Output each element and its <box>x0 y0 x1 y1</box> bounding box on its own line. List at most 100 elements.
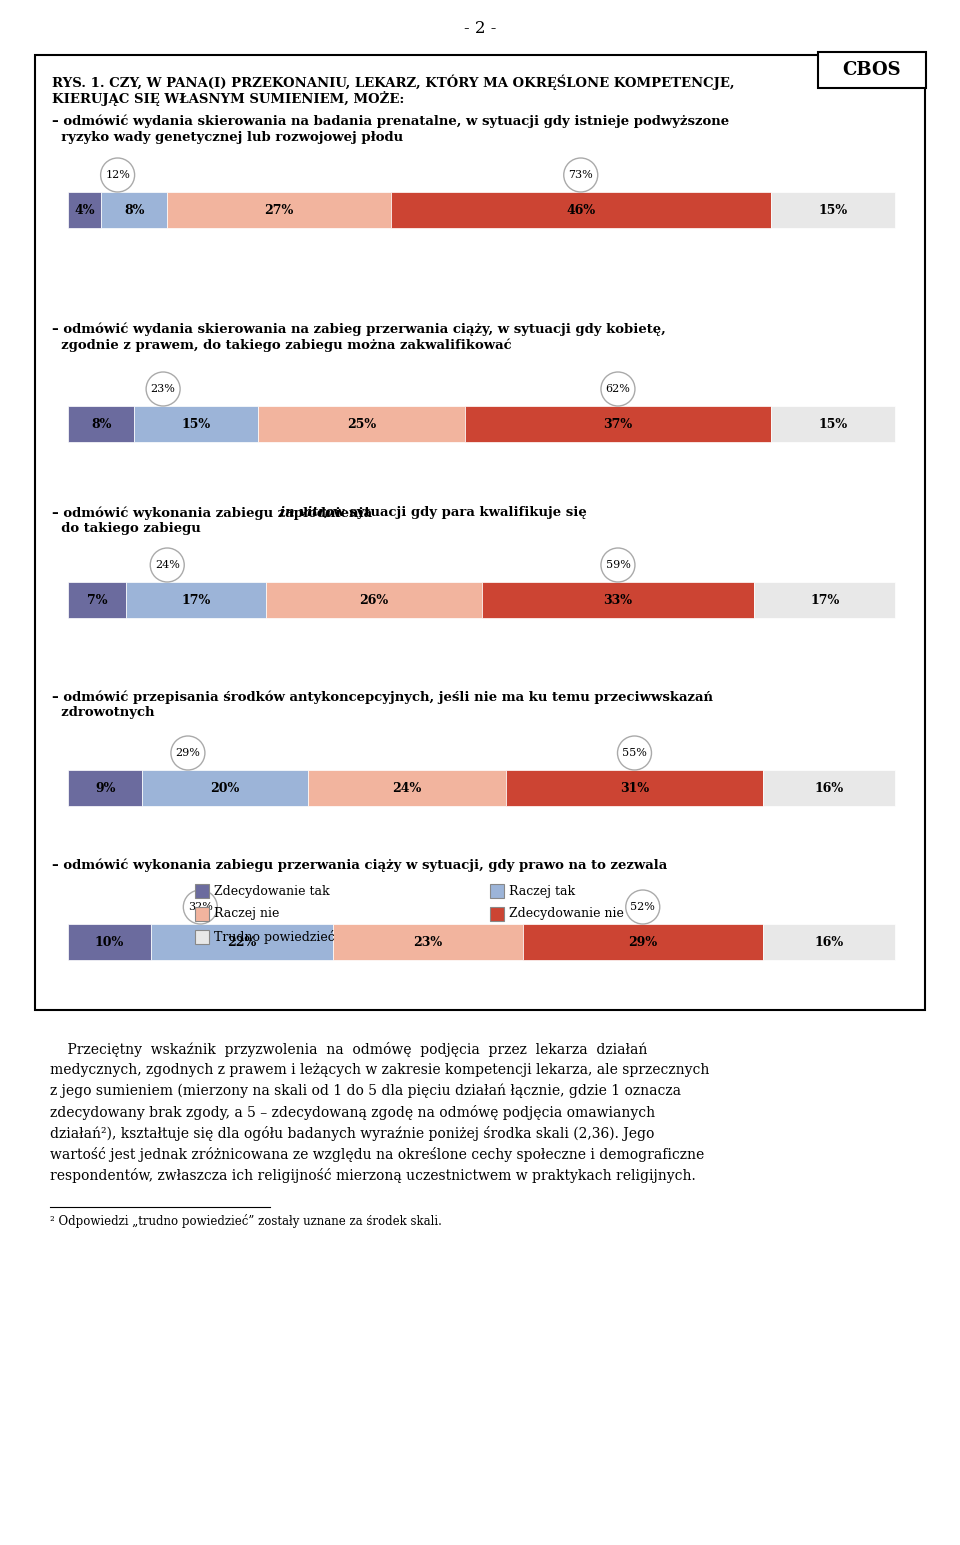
Text: ² Odpowiedzi „trudno powiedzieć” zostały uznane za środek skali.: ² Odpowiedzi „trudno powiedzieć” zostały… <box>50 1214 442 1228</box>
Text: 25%: 25% <box>347 417 376 431</box>
Text: 8%: 8% <box>124 204 144 216</box>
Text: 12%: 12% <box>106 170 130 181</box>
Text: 55%: 55% <box>622 748 647 759</box>
Text: ryzyko wady genetycznej lub rozwojowej płodu: ryzyko wady genetycznej lub rozwojowej p… <box>52 131 403 144</box>
Bar <box>465 406 771 442</box>
Bar <box>482 582 755 618</box>
Bar <box>490 884 504 898</box>
Text: Trudno powiedzieć: Trudno powiedzieć <box>214 930 335 944</box>
Text: Zdecydowanie tak: Zdecydowanie tak <box>214 884 329 898</box>
Text: zdecydowany brak zgody, a 5 – zdecydowaną zgodę na odmówę podjęcia omawianych: zdecydowany brak zgody, a 5 – zdecydowan… <box>50 1105 655 1120</box>
Text: medycznych, zgodnych z prawem i leżących w zakresie kompetencji lekarza, ale spr: medycznych, zgodnych z prawem i leżących… <box>50 1063 709 1077</box>
Circle shape <box>626 890 660 924</box>
Text: – odmówić wykonania zabiegu przerwania ciąży w sytuacji, gdy prawo na to zezwala: – odmówić wykonania zabiegu przerwania c… <box>52 857 667 871</box>
Text: zdrowotnych: zdrowotnych <box>52 706 155 718</box>
FancyBboxPatch shape <box>35 56 925 1010</box>
Bar <box>762 924 895 959</box>
Bar <box>391 192 771 229</box>
Text: Raczej tak: Raczej tak <box>509 884 575 898</box>
Text: 23%: 23% <box>151 385 176 394</box>
Text: – odmówić wykonania zabiegu zapłodnienia: – odmówić wykonania zabiegu zapłodnienia <box>52 507 376 519</box>
Text: z jego sumieniem (mierzony na skali od 1 do 5 dla pięciu działań łącznie, gdzie : z jego sumieniem (mierzony na skali od 1… <box>50 1085 681 1098</box>
Circle shape <box>617 735 652 769</box>
Text: 29%: 29% <box>628 936 658 949</box>
Text: 16%: 16% <box>814 936 844 949</box>
Bar <box>523 924 762 959</box>
Text: 73%: 73% <box>568 170 593 181</box>
Circle shape <box>601 548 635 582</box>
Text: CBOS: CBOS <box>843 60 901 79</box>
Text: , w sytuacji gdy para kwalifikuje się: , w sytuacji gdy para kwalifikuje się <box>324 507 587 519</box>
Text: - 2 -: - 2 - <box>464 20 496 37</box>
Bar <box>762 769 895 806</box>
Text: 46%: 46% <box>566 204 595 216</box>
Bar <box>101 192 167 229</box>
Bar <box>68 769 142 806</box>
Bar <box>267 582 482 618</box>
Text: 27%: 27% <box>264 204 294 216</box>
Text: 62%: 62% <box>606 385 631 394</box>
FancyBboxPatch shape <box>818 53 926 88</box>
Text: respondentów, zwłaszcza ich religijność mierzoną uczestnictwem w praktykach reli: respondentów, zwłaszcza ich religijność … <box>50 1168 696 1183</box>
Text: Przeciętny  wskaźnik  przyzwolenia  na  odmówę  podjęcia  przez  lekarza  działa: Przeciętny wskaźnik przyzwolenia na odmó… <box>50 1041 647 1057</box>
Text: 10%: 10% <box>95 936 124 949</box>
Bar <box>151 924 332 959</box>
Text: 17%: 17% <box>810 593 839 607</box>
Bar <box>195 907 209 921</box>
Text: 9%: 9% <box>95 782 115 794</box>
Bar <box>771 192 895 229</box>
Text: 24%: 24% <box>393 782 421 794</box>
Text: Raczej nie: Raczej nie <box>214 907 279 921</box>
Text: 24%: 24% <box>155 559 180 570</box>
Text: KIERUJĄC SIĘ WŁASNYM SUMIENIEM, MOŻE:: KIERUJĄC SIĘ WŁASNYM SUMIENIEM, MOŻE: <box>52 91 404 107</box>
Bar <box>506 769 762 806</box>
Bar <box>195 884 209 898</box>
Text: Zdecydowanie nie: Zdecydowanie nie <box>509 907 624 921</box>
Bar <box>755 582 895 618</box>
Bar <box>68 406 134 442</box>
Bar <box>134 406 258 442</box>
Circle shape <box>146 372 180 406</box>
Text: zgodnie z prawem, do takiego zabiegu można zakwalifikować: zgodnie z prawem, do takiego zabiegu moż… <box>52 338 512 352</box>
Text: 7%: 7% <box>86 593 108 607</box>
Bar <box>308 769 506 806</box>
Text: 8%: 8% <box>91 417 111 431</box>
Bar <box>126 582 267 618</box>
Bar <box>332 924 523 959</box>
Bar <box>68 582 126 618</box>
Text: 26%: 26% <box>359 593 389 607</box>
Text: RYS. 1. CZY, W PANA(I) PRZEKONANIU, LEKARZ, KTÓRY MA OKRĘŚLONE KOMPETENCJE,: RYS. 1. CZY, W PANA(I) PRZEKONANIU, LEKA… <box>52 76 734 91</box>
Text: 31%: 31% <box>620 782 649 794</box>
Bar <box>142 769 308 806</box>
Bar <box>258 406 465 442</box>
Circle shape <box>101 158 134 192</box>
Bar <box>195 930 209 944</box>
Bar <box>68 924 151 959</box>
Bar <box>771 406 895 442</box>
Text: 32%: 32% <box>188 902 213 912</box>
Text: 20%: 20% <box>210 782 240 794</box>
Text: 15%: 15% <box>819 417 848 431</box>
Circle shape <box>171 735 204 769</box>
Text: do takiego zabiegu: do takiego zabiegu <box>52 522 201 535</box>
Text: 22%: 22% <box>228 936 256 949</box>
Text: – odmówić wydania skierowania na zabieg przerwania ciąży, w sytuacji gdy kobietę: – odmówić wydania skierowania na zabieg … <box>52 321 665 335</box>
Circle shape <box>601 372 635 406</box>
Text: 17%: 17% <box>181 593 211 607</box>
Text: – odmówić wydania skierowania na badania prenatalne, w sytuacji gdy istnieje pod: – odmówić wydania skierowania na badania… <box>52 114 730 128</box>
Text: 33%: 33% <box>604 593 633 607</box>
Text: 52%: 52% <box>631 902 656 912</box>
Text: 16%: 16% <box>814 782 844 794</box>
Bar <box>68 192 101 229</box>
Text: 4%: 4% <box>74 204 95 216</box>
Circle shape <box>150 548 184 582</box>
Text: działań²), kształtuje się dla ogółu badanych wyraźnie poniżej środka skali (2,36: działań²), kształtuje się dla ogółu bada… <box>50 1126 655 1142</box>
Text: 15%: 15% <box>819 204 848 216</box>
Circle shape <box>183 890 217 924</box>
Bar <box>490 907 504 921</box>
Text: wartość jest jednak zróżnicowana ze względu na określone cechy społeczne i demog: wartość jest jednak zróżnicowana ze wzgl… <box>50 1146 705 1162</box>
Circle shape <box>564 158 598 192</box>
Text: 59%: 59% <box>606 559 631 570</box>
Text: 15%: 15% <box>181 417 211 431</box>
Text: – odmówić przepisania środków antykoncepcyjnych, jeśli nie ma ku temu przeciwwsk: – odmówić przepisania środków antykoncep… <box>52 691 713 703</box>
